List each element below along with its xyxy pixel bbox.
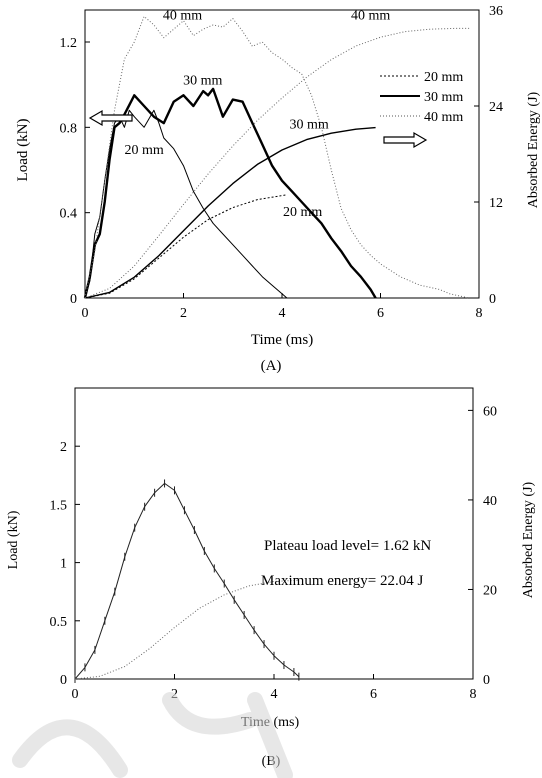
right-axis-arrow bbox=[383, 131, 428, 149]
x-tick-label: 8 bbox=[470, 687, 477, 702]
series-lines bbox=[83, 15, 470, 299]
left-axis-arrow bbox=[88, 109, 133, 127]
legend-label-30mm: 30 mm bbox=[424, 90, 463, 105]
x-tick-label: 2 bbox=[180, 306, 187, 321]
right-axis-label: Absorbed Energy (J) bbox=[521, 481, 536, 598]
energy-line-30mm bbox=[84, 126, 376, 299]
energy-line-20mm bbox=[84, 194, 287, 299]
x-tick-label: 6 bbox=[370, 687, 377, 702]
curve-annotation: 20 mm bbox=[283, 205, 322, 220]
curve-annotation: 20 mm bbox=[124, 143, 163, 158]
right-axis-ticks: 0 20 40 60 bbox=[468, 404, 497, 688]
chart-panel-b: 0 2 4 6 8 0 0.5 1 1.5 2 0 20 40 60 Plateau load lev… bbox=[6, 387, 536, 769]
y-tick-label: 1 bbox=[60, 557, 67, 572]
curve-annotation: 30 mm bbox=[289, 117, 328, 132]
y-tick-label: 1.5 bbox=[50, 498, 68, 513]
y-tick-label: 2 bbox=[60, 440, 67, 455]
load-line-20mm bbox=[84, 109, 288, 299]
x-tick-label: 4 bbox=[271, 687, 278, 702]
y-tick-label: 0 bbox=[60, 673, 67, 688]
right-tick-label: 36 bbox=[489, 4, 503, 19]
plateau-load-note: Plateau load level= 1.62 kN bbox=[264, 538, 431, 554]
curve-annotation: 40 mm bbox=[351, 9, 390, 24]
right-axis-ticks: 0 12 24 36 bbox=[474, 4, 503, 307]
x-tick-label: 4 bbox=[279, 306, 286, 321]
right-tick-label: 24 bbox=[489, 100, 503, 115]
right-tick-label: 60 bbox=[483, 404, 497, 419]
legend-label-40mm: 40 mm bbox=[424, 110, 463, 125]
x-axis-ticks: 0 2 4 6 8 bbox=[82, 293, 483, 321]
legend-label-20mm: 20 mm bbox=[424, 70, 463, 85]
right-tick-label: 0 bbox=[489, 292, 496, 307]
right-tick-label: 40 bbox=[483, 494, 497, 509]
x-tick-label: 8 bbox=[476, 306, 483, 321]
y-tick-label: 0.8 bbox=[60, 121, 78, 136]
right-tick-label: 20 bbox=[483, 583, 497, 598]
right-tick-label: 12 bbox=[489, 196, 503, 211]
y-tick-label: 1.2 bbox=[60, 36, 78, 51]
energy-line-40mm bbox=[84, 27, 470, 299]
y-tick-label: 0.4 bbox=[60, 207, 78, 222]
y-axis-label: Load (kN) bbox=[15, 119, 31, 182]
x-axis-label: Time (ms) bbox=[251, 332, 313, 348]
y-tick-label: 0.5 bbox=[50, 615, 68, 630]
y-axis-ticks: 0 0.5 1 1.5 2 bbox=[50, 440, 80, 688]
watermark-shape bbox=[12, 692, 293, 778]
energy-line bbox=[74, 579, 299, 680]
curve-annotations: 40 mm 40 mm 30 mm 30 mm 20 mm 20 mm bbox=[124, 9, 390, 220]
load-line-30mm bbox=[83, 87, 377, 299]
load-line bbox=[74, 482, 300, 680]
right-axis-label: Absorbed Energy (J) bbox=[526, 91, 541, 208]
y-tick-label: 0 bbox=[70, 292, 77, 307]
y-axis-ticks: 0 0.4 0.8 1.2 bbox=[60, 36, 90, 307]
curve-annotation: 40 mm bbox=[163, 9, 202, 24]
series-lines bbox=[74, 479, 300, 683]
x-tick-label: 0 bbox=[82, 306, 89, 321]
right-tick-label: 0 bbox=[483, 673, 490, 688]
panel-label-a: (A) bbox=[261, 358, 282, 374]
x-tick-label: 0 bbox=[72, 687, 79, 702]
legend: 20 mm 30 mm 40 mm bbox=[380, 70, 463, 125]
curve-annotation: 30 mm bbox=[183, 74, 222, 89]
x-tick-label: 6 bbox=[377, 306, 384, 321]
y-axis-label: Load (kN) bbox=[6, 510, 21, 569]
plot-frame bbox=[74, 387, 474, 680]
maximum-energy-note: Maximum energy= 22.04 J bbox=[261, 573, 423, 589]
